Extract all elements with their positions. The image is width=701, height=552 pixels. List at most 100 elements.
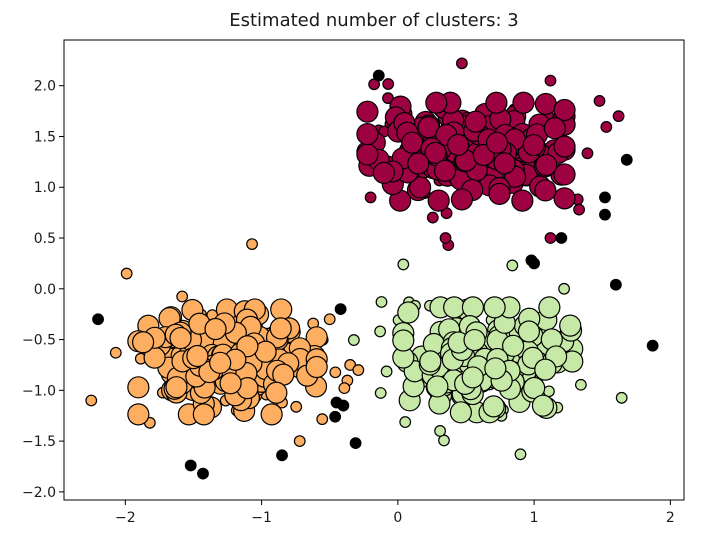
cluster-1-core-point	[401, 131, 424, 154]
cluster-1-border-point	[382, 78, 395, 90]
cluster-3-border-point	[375, 296, 388, 308]
noise-point	[599, 191, 611, 204]
cluster-3-border-point	[374, 387, 387, 399]
noise-point	[92, 313, 104, 326]
cluster-2-core-point	[127, 376, 150, 399]
cluster-3-core-point	[484, 357, 507, 380]
cluster-2-core-point	[219, 372, 242, 395]
cluster-1-core-point	[553, 135, 576, 158]
x-tick-label: 2	[666, 510, 675, 526]
cluster-2-border-point	[316, 413, 329, 426]
cluster-3-core-point	[502, 334, 525, 357]
cluster-3-border-point	[514, 448, 527, 461]
x-tick-label: −1	[251, 510, 272, 526]
noise-point	[334, 303, 347, 315]
y-axis: −2.0 −1.5 −1.0 −0.5 0.0 0.5 1.0 1.5 2.0	[22, 79, 64, 501]
cluster-1-border-point	[581, 147, 594, 160]
cluster-2-core-point	[169, 326, 192, 350]
cluster-1-core-point	[372, 161, 395, 184]
cluster-3-core-point	[517, 320, 541, 343]
x-tick-label: −2	[115, 510, 136, 526]
x-axis: −2 −1 0 1 2	[115, 500, 675, 526]
noise-point	[646, 339, 659, 352]
cluster-2-core-point	[131, 331, 155, 354]
cluster-3-border-point	[347, 334, 360, 346]
cluster-2-core-point	[165, 376, 188, 399]
y-tick-label: 0.5	[34, 231, 56, 247]
cluster-2-border-point	[85, 394, 98, 407]
cluster-2-border-point	[246, 238, 258, 251]
cluster-1-core-point	[356, 143, 379, 166]
chart-title: Estimated number of clusters: 3	[229, 10, 519, 31]
x-tick-label: 1	[530, 510, 539, 526]
cluster-1-core-point	[433, 159, 457, 182]
noise-point	[197, 467, 209, 480]
noise-point	[609, 278, 622, 291]
cluster-3-core-point	[419, 350, 442, 373]
cluster-3-border-point	[397, 258, 410, 271]
cluster-1-core-point	[553, 98, 576, 122]
cluster-1-core-point	[446, 133, 470, 156]
cluster-2-core-point	[192, 403, 215, 426]
cluster-3-border-point	[380, 365, 393, 378]
cluster-2-border-point	[352, 364, 365, 376]
x-tick-label: 0	[393, 510, 402, 526]
cluster-2-core-point	[270, 298, 293, 321]
cluster-1-core-point	[534, 92, 557, 116]
noise-point	[555, 232, 568, 244]
cluster-3-core-point	[463, 328, 486, 352]
cluster-2-border-point	[290, 400, 303, 413]
axes-frame	[63, 39, 685, 501]
cluster-1-core-point	[485, 131, 509, 154]
noise-point	[372, 69, 385, 82]
cluster-1-core-point	[553, 163, 576, 186]
cluster-3-core-point	[523, 376, 546, 400]
cluster-2-core-point	[127, 403, 150, 426]
cluster-3-border-point	[615, 391, 628, 404]
cluster-3-core-point	[538, 296, 561, 319]
cluster-2-core-point	[305, 355, 328, 379]
y-tick-label: −1.5	[22, 434, 56, 450]
cluster-1-border-point	[382, 92, 394, 105]
y-tick-label: 1.0	[34, 180, 56, 196]
noise-point	[528, 257, 541, 270]
cluster-2-border-point	[176, 290, 189, 303]
cluster-3-core-point	[461, 366, 484, 389]
cluster-1-core-point	[425, 91, 448, 114]
cluster-1-core-point	[553, 187, 576, 210]
cluster-3-core-point	[531, 394, 555, 417]
cluster-2-border-point	[329, 366, 342, 379]
cluster-1-border-point	[612, 110, 625, 123]
cluster-2-border-point	[293, 435, 306, 448]
cluster-2-border-point	[323, 313, 336, 326]
cluster-1-core-point	[534, 179, 557, 202]
cluster-3-core-point	[483, 296, 506, 319]
cluster-1-core-point	[512, 91, 535, 114]
cluster-3-core-point	[534, 358, 557, 381]
cluster-3-core-point	[461, 296, 485, 319]
cluster-2-border-point	[120, 267, 133, 280]
cluster-1-core-point	[493, 152, 516, 175]
cluster-1-core-point	[488, 182, 511, 205]
points-layer	[85, 57, 659, 480]
cluster-3-core-point	[559, 314, 582, 337]
cluster-3-core-point	[426, 375, 449, 398]
cluster-3-core-point	[449, 401, 472, 424]
noise-point	[276, 449, 288, 462]
y-tick-label: −0.5	[22, 333, 56, 349]
cluster-1-border-point	[426, 211, 439, 224]
cluster-1-border-point	[593, 95, 606, 107]
cluster-1-core-point	[424, 141, 447, 165]
cluster-1-core-point	[543, 117, 566, 140]
cluster-2-core-point	[186, 344, 209, 368]
cluster-1-core-point	[464, 110, 487, 133]
cluster-1-border-point	[455, 57, 468, 70]
cluster-1-border-point	[573, 203, 585, 216]
cluster-1-border-point	[439, 232, 452, 244]
cluster-3-border-point	[506, 259, 519, 272]
cluster-1-core-point	[511, 189, 534, 212]
cluster-2-border-point	[338, 382, 351, 395]
noise-point	[620, 153, 633, 166]
